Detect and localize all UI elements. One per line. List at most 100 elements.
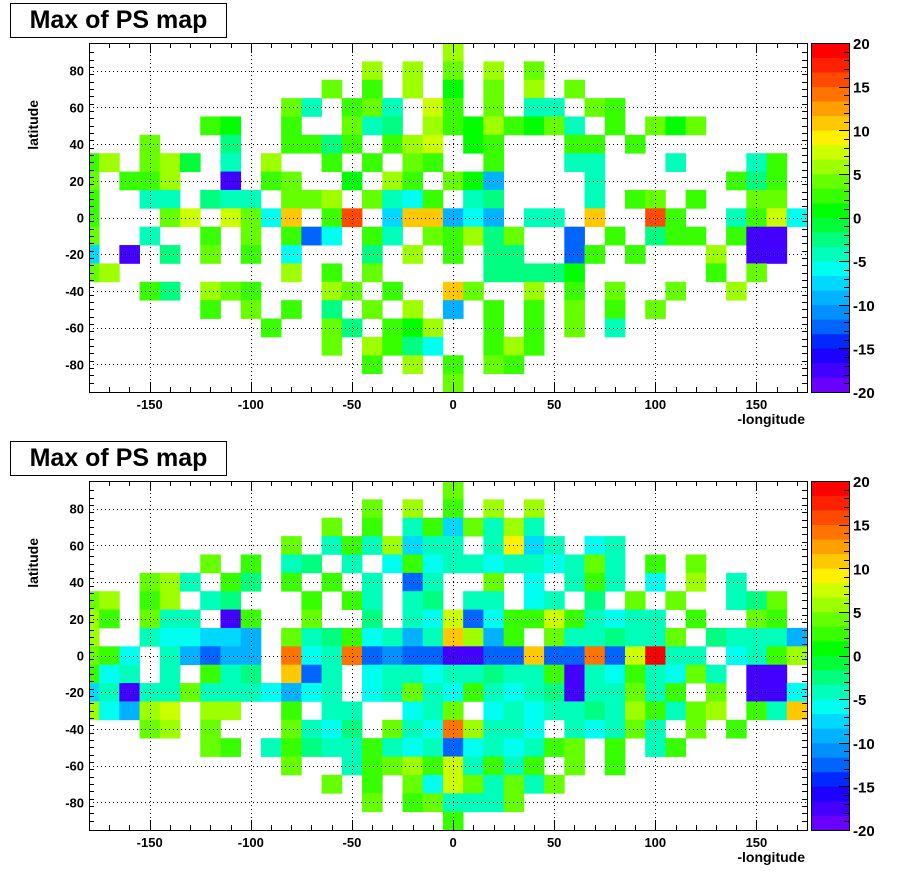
heatmap-cell — [382, 336, 403, 356]
heatmap-cell — [442, 554, 464, 574]
heatmap-cell — [321, 517, 343, 537]
heatmap-cell — [240, 226, 262, 246]
heatmap-cell — [89, 627, 100, 647]
heatmap-cell — [604, 701, 626, 721]
heatmap-cell — [220, 646, 242, 666]
heatmap-cell — [159, 208, 181, 228]
colorbar-tick-label: 10 — [853, 561, 870, 578]
colorbar-segment — [811, 115, 849, 131]
heatmap-cell — [705, 245, 727, 264]
heatmap-cell — [362, 355, 383, 375]
heatmap-cell — [402, 153, 424, 172]
heatmap-cell — [523, 683, 545, 702]
x-axis-label: -longitude — [737, 849, 805, 865]
heatmap-cell — [665, 701, 687, 721]
heatmap-cell — [89, 683, 100, 702]
heatmap-cell — [301, 683, 322, 702]
heatmap-cell — [402, 208, 424, 228]
heatmap-cell — [604, 281, 626, 301]
heatmap-cell — [382, 627, 403, 647]
heatmap-cell — [220, 281, 242, 301]
heatmap-cell — [483, 116, 505, 136]
heatmap-cell — [463, 774, 484, 794]
heatmap-cell — [726, 171, 747, 191]
y-tick-label: 60 — [70, 538, 84, 553]
heatmap-cell — [301, 98, 322, 117]
heatmap-cell — [422, 701, 444, 721]
heatmap-cell — [89, 263, 100, 283]
heatmap-cell — [463, 646, 484, 666]
heatmap-cell — [402, 300, 424, 319]
colorbar-segment — [811, 582, 849, 598]
x-tick-label: -100 — [238, 397, 264, 412]
heatmap-cell — [544, 263, 565, 283]
heatmap-cell — [483, 609, 505, 629]
heatmap-cell — [159, 719, 181, 739]
heatmap-cell — [281, 554, 302, 574]
heatmap-cell — [422, 554, 444, 574]
heatmap-cell — [483, 756, 505, 776]
heatmap-cell — [726, 208, 747, 228]
heatmap-cell — [159, 591, 181, 610]
heatmap-cell — [665, 591, 687, 610]
heatmap-cell — [503, 664, 525, 684]
colorbar-segment — [811, 786, 849, 802]
heatmap-cell — [604, 572, 626, 592]
heatmap-cell — [584, 134, 606, 154]
heatmap-cell — [321, 738, 343, 757]
heatmap-cell — [240, 683, 262, 702]
heatmap-cell — [584, 536, 606, 555]
heatmap-cell — [422, 208, 444, 228]
heatmap-cell — [685, 609, 707, 629]
heatmap-cell — [321, 646, 343, 666]
heatmap-cell — [402, 609, 424, 629]
heatmap-cell — [483, 774, 505, 794]
colorbar-segment — [811, 86, 849, 102]
heatmap-cell — [260, 683, 282, 702]
heatmap-cell — [301, 719, 322, 739]
colorbar-segment — [811, 699, 849, 715]
heatmap-cell — [341, 701, 363, 721]
heatmap-cell — [362, 336, 383, 356]
heatmap-cell — [220, 609, 242, 629]
heatmap-cell — [624, 609, 646, 629]
heatmap-cell — [442, 774, 464, 794]
heatmap-cell — [281, 134, 302, 154]
heatmap-cell — [362, 61, 383, 81]
heatmap-cell — [382, 554, 403, 574]
heatmap-cell — [463, 554, 484, 574]
heatmap-cell — [503, 609, 525, 629]
colorbar-tick-label: 5 — [853, 167, 861, 184]
heatmap-cell — [584, 627, 606, 647]
heatmap-cell — [624, 189, 646, 209]
heatmap-cell — [341, 171, 363, 191]
colorbar-tick-label: 20 — [853, 36, 870, 53]
x-tick-label: 0 — [449, 397, 456, 412]
heatmap-cell — [766, 171, 788, 191]
colorbar-segment — [811, 655, 849, 671]
heatmap-cell — [382, 318, 403, 338]
heatmap-cell — [139, 627, 161, 647]
heatmap-cell — [281, 208, 302, 228]
heatmap-cell — [766, 683, 788, 702]
heatmap-cell — [200, 189, 221, 209]
heatmap-cell — [523, 281, 545, 301]
heatmap-cell — [685, 226, 707, 246]
heatmap-cell — [685, 572, 707, 592]
heatmap-cell — [362, 263, 383, 283]
heatmap-cell — [89, 245, 100, 264]
heatmap-cell — [503, 646, 525, 666]
heatmap-cell — [584, 98, 606, 117]
heatmap-cell — [604, 646, 626, 666]
colorbar-segment — [811, 568, 849, 584]
heatmap-cell — [382, 719, 403, 739]
heatmap-cell — [503, 738, 525, 757]
heatmap-cell — [463, 609, 484, 629]
heatmap-cell — [766, 627, 788, 647]
heatmap-cell — [240, 245, 262, 264]
heatmap-cell — [523, 79, 545, 99]
heatmap-cell — [665, 738, 687, 757]
heatmap-cell — [402, 355, 424, 375]
heatmap-cell — [503, 701, 525, 721]
heatmap-cell — [665, 281, 687, 301]
